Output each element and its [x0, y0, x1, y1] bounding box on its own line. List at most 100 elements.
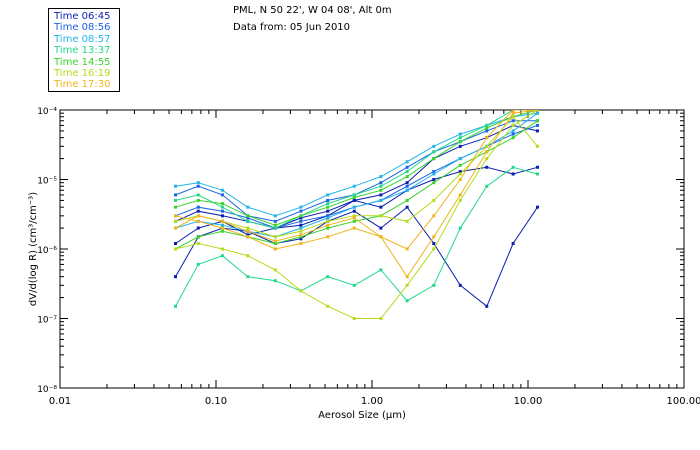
data-point	[173, 226, 177, 230]
data-point	[326, 219, 330, 223]
data-point	[326, 214, 330, 218]
data-point	[326, 193, 330, 197]
data-point	[511, 119, 515, 123]
series-line	[175, 110, 538, 319]
data-point	[405, 181, 409, 185]
data-point	[220, 214, 224, 218]
y-tick-label: 10⁻⁵	[37, 177, 57, 187]
data-point	[273, 226, 277, 230]
data-point	[220, 226, 224, 230]
data-point	[352, 196, 356, 200]
x-tick-label: 1.00	[361, 396, 383, 407]
data-point	[405, 184, 409, 188]
data-point	[273, 235, 277, 239]
data-point	[173, 247, 177, 251]
x-tick-label: 100.00	[667, 396, 700, 407]
data-point	[299, 233, 303, 237]
data-point	[458, 136, 462, 140]
data-point	[352, 219, 356, 223]
data-point	[273, 247, 277, 251]
x-axis-label: Aerosol Size (μm)	[318, 410, 406, 421]
data-point	[379, 193, 383, 197]
data-point	[299, 205, 303, 209]
data-point	[173, 193, 177, 197]
data-point	[432, 178, 436, 181]
data-point	[196, 209, 200, 213]
data-point	[326, 202, 330, 206]
series-line	[175, 166, 538, 307]
data-point	[485, 136, 489, 140]
plot-frame	[59, 109, 685, 389]
data-point	[432, 172, 436, 176]
data-point	[535, 119, 539, 123]
data-point	[379, 214, 383, 218]
data-point	[299, 216, 303, 220]
data-point	[173, 241, 177, 245]
data-point	[326, 216, 330, 220]
data-point	[273, 219, 277, 223]
data-point	[511, 132, 515, 136]
data-point	[485, 126, 489, 130]
data-point	[299, 219, 303, 223]
station-title: PML, N 50 22', W 04 08', Alt 0m	[233, 5, 392, 16]
data-point	[273, 279, 277, 283]
data-point	[299, 226, 303, 230]
data-point	[511, 165, 515, 169]
data-point	[173, 214, 177, 218]
data-point	[299, 209, 303, 213]
data-point	[220, 209, 224, 213]
data-point	[299, 289, 303, 293]
data-point	[458, 178, 462, 181]
data-point	[458, 198, 462, 202]
data-point	[299, 223, 303, 227]
data-point	[196, 184, 200, 188]
data-point	[196, 205, 200, 209]
data-point	[299, 241, 303, 245]
series-line	[175, 166, 538, 244]
x-tick-label: 0.01	[49, 396, 71, 407]
data-point	[173, 205, 177, 209]
data-point	[379, 235, 383, 239]
data-point	[432, 170, 436, 174]
data-point	[220, 219, 224, 223]
data-point	[405, 188, 409, 192]
data-point	[458, 132, 462, 136]
y-tick-label: 10⁻⁴	[37, 107, 57, 117]
data-point	[405, 165, 409, 169]
data-point	[511, 115, 515, 119]
data-point	[535, 165, 539, 169]
legend-entry: Time 17:30	[54, 79, 111, 91]
data-point	[458, 140, 462, 144]
data-point	[352, 205, 356, 209]
data-point	[220, 193, 224, 197]
data-point	[352, 317, 356, 320]
data-point	[405, 205, 409, 209]
data-point	[196, 193, 200, 197]
data-point	[405, 198, 409, 202]
data-point	[535, 111, 539, 115]
data-point	[326, 226, 330, 230]
series-line	[175, 115, 538, 238]
data-point	[405, 247, 409, 251]
data-point	[485, 123, 489, 127]
data-point	[535, 110, 539, 112]
data-point	[246, 216, 250, 220]
series-line	[175, 110, 538, 229]
data-point	[326, 205, 330, 209]
data-point	[535, 123, 539, 127]
data-point	[246, 275, 250, 279]
data-point	[405, 275, 409, 279]
data-point	[352, 226, 356, 230]
data-point	[352, 214, 356, 218]
data-point	[535, 205, 539, 209]
data-point	[511, 136, 515, 140]
y-tick-label: 10⁻⁷	[37, 316, 57, 326]
data-point	[246, 219, 250, 223]
data-point	[220, 254, 224, 258]
legend-entry: Time 06:45	[54, 11, 111, 22]
data-point	[485, 144, 489, 148]
data-point	[432, 150, 436, 154]
data-point	[405, 175, 409, 179]
data-point	[511, 129, 515, 133]
data-point	[458, 170, 462, 174]
